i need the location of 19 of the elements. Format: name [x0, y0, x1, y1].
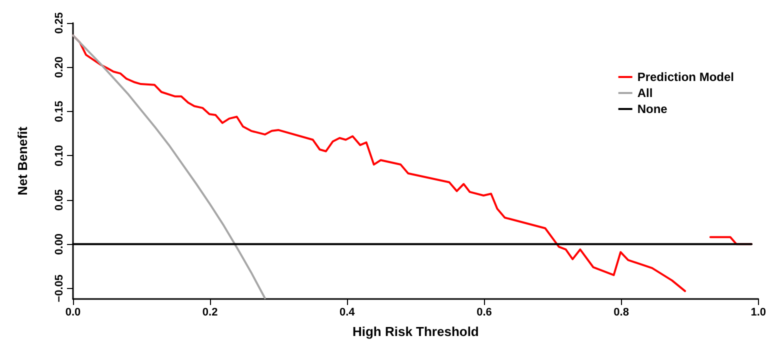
x-tick-label: 0.4 [339, 306, 356, 318]
x-tick-label: 0.0 [65, 306, 81, 318]
y-tick-label: 0.25 [54, 12, 66, 34]
legend-label: None [637, 102, 668, 116]
y-tick-label: 0.10 [54, 144, 66, 166]
x-tick-label: 0.8 [614, 306, 629, 318]
y-tick-label: 0.00 [54, 233, 66, 255]
y-axis-title: Net Benefit [15, 126, 30, 196]
legend-label: All [637, 86, 653, 100]
y-tick-label: 0.15 [54, 100, 66, 122]
y-tick-label: −0.05 [54, 274, 66, 302]
x-axis-title: High Risk Threshold [352, 324, 479, 339]
y-tick-label: 0.05 [54, 189, 66, 211]
y-tick-label: 0.20 [54, 56, 66, 78]
x-tick-label: 1.0 [750, 306, 766, 318]
x-tick-label: 0.6 [476, 306, 492, 318]
x-tick-label: 0.2 [202, 306, 218, 318]
legend-label: Prediction Model [637, 70, 734, 84]
line-series [72, 34, 266, 300]
